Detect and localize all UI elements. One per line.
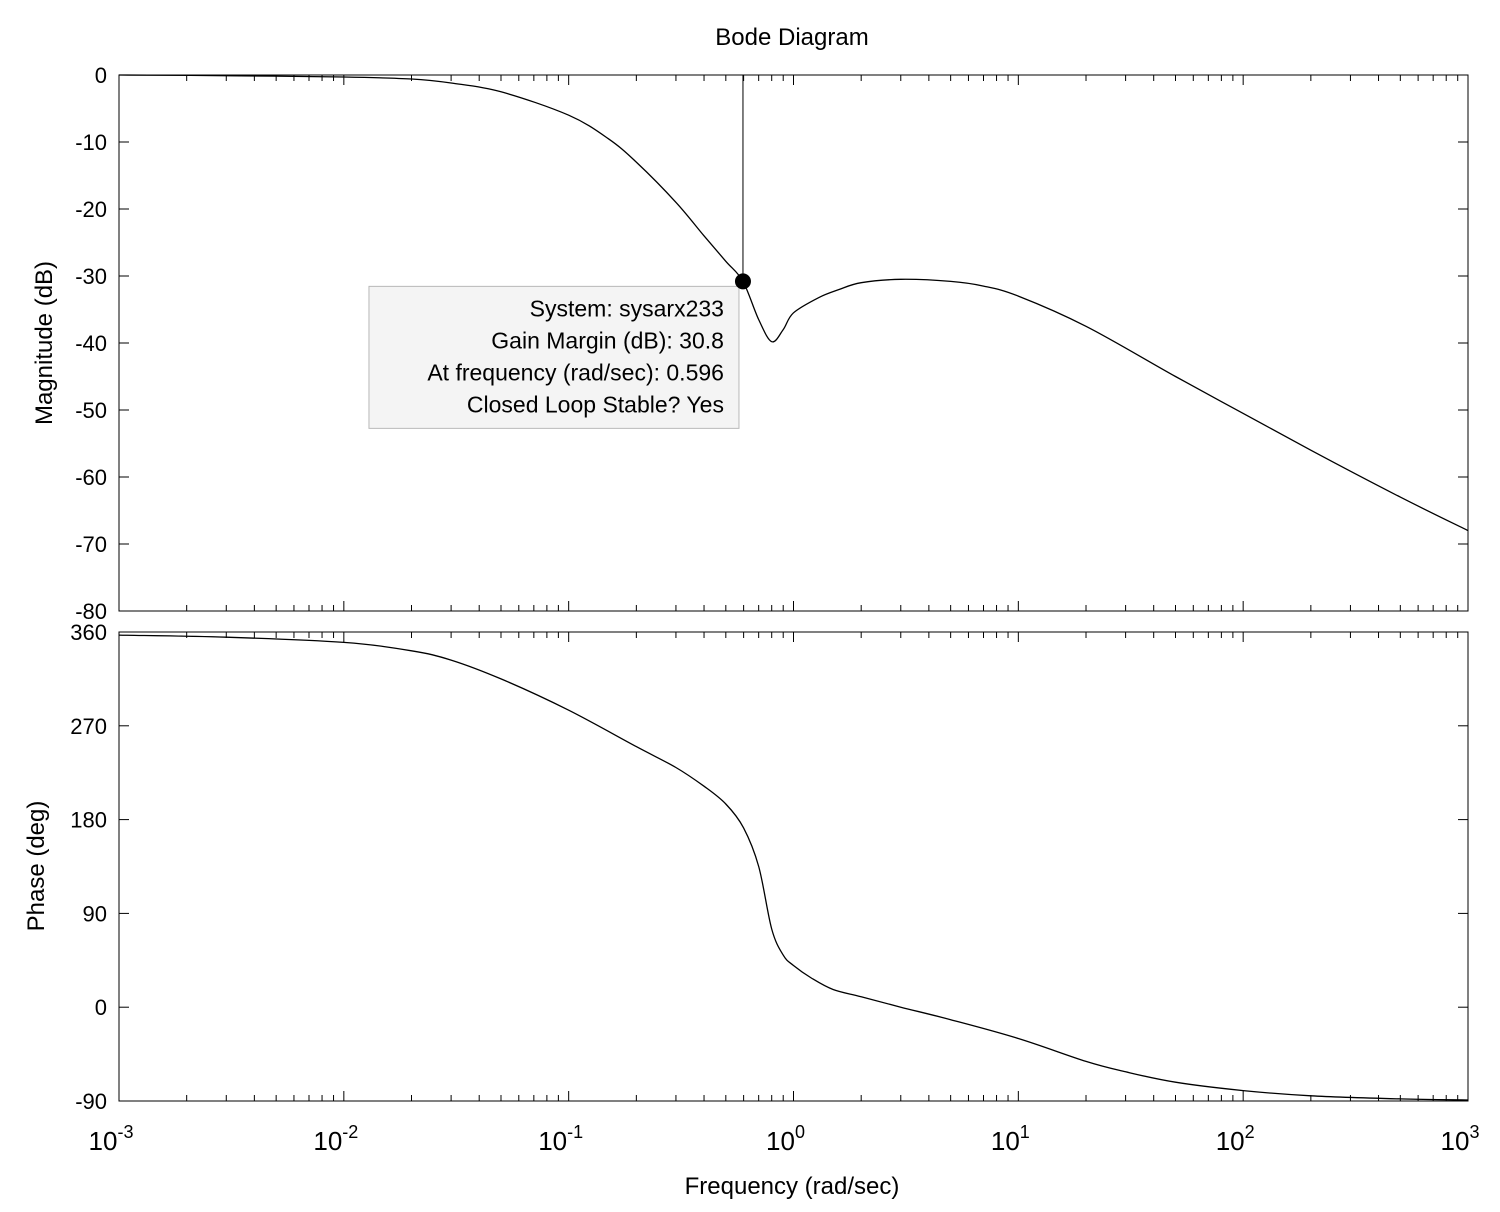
y-tick-label: -20: [75, 197, 107, 222]
y-tick-label: -10: [75, 130, 107, 155]
y-tick-label: 270: [70, 714, 107, 739]
datatip-line: Gain Margin (dB): 30.8: [491, 327, 724, 353]
y-tick-label: 0: [95, 995, 107, 1020]
magnitude-axes: [118, 74, 1469, 612]
x-tick-label-base: 10: [538, 1126, 567, 1156]
x-tick-label: 100: [766, 1122, 805, 1156]
tick-labels: 10-3 10-2 10-1 100 101 102 1030-10-20-30-40-50…: [70, 63, 1479, 1156]
x-tick-label-exponent: -2: [342, 1122, 358, 1142]
datatip-line: At frequency (rad/sec): 0.596: [427, 359, 724, 385]
phase-ylabel: Phase (deg): [23, 801, 50, 932]
x-axis-label: Frequency (rad/sec): [685, 1173, 900, 1200]
y-tick-label: -90: [75, 1089, 107, 1114]
y-tick-label: -40: [75, 331, 107, 356]
datatip-line: System: sysarx233: [530, 295, 724, 321]
x-tick-label-base: 10: [1216, 1126, 1245, 1156]
x-tick-label: 102: [1216, 1122, 1255, 1156]
x-tick-label-exponent: 1: [1020, 1122, 1030, 1142]
phase-axes: [118, 631, 1469, 1102]
datatip-box: [368, 285, 740, 429]
y-tick-label: 0: [95, 63, 107, 88]
x-tick-label-exponent: 3: [1469, 1122, 1479, 1142]
x-tick-label-exponent: -1: [567, 1122, 583, 1142]
x-tick-label-base: 10: [1441, 1126, 1470, 1156]
gain-margin-marker[interactable]: [734, 273, 751, 290]
phase-curve: [118, 634, 1469, 1101]
axis-ticks: [118, 74, 1468, 1102]
y-tick-label: -50: [75, 398, 107, 423]
x-tick-label: 10-3: [89, 1122, 134, 1156]
x-tick-label: 10-2: [313, 1122, 358, 1156]
x-tick-label: 101: [991, 1122, 1030, 1156]
gain-margin-annotation: System: sysarx233 Gain Margin (dB): 30.8 A…: [368, 75, 751, 429]
magnitude-ylabel: Magnitude (dB): [31, 261, 58, 425]
x-tick-label-exponent: 2: [1245, 1122, 1255, 1142]
x-tick-label-base: 10: [313, 1126, 342, 1156]
x-tick-label-base: 10: [766, 1126, 795, 1156]
chart-title: Bode Diagram: [715, 24, 868, 51]
x-tick-label-exponent: 0: [795, 1122, 805, 1142]
x-tick-label-exponent: -3: [117, 1122, 133, 1142]
y-tick-label: 90: [83, 901, 107, 926]
x-tick-label: 103: [1441, 1122, 1480, 1156]
datatip-line: Closed Loop Stable? Yes: [467, 391, 724, 417]
series-curves: [118, 74, 1469, 1101]
y-tick-label: -80: [75, 599, 107, 624]
x-tick-label: 10-1: [538, 1122, 583, 1156]
y-tick-label: -70: [75, 532, 107, 557]
x-tick-label-base: 10: [991, 1126, 1020, 1156]
magnitude-curve: [118, 74, 1469, 532]
y-tick-label: 180: [70, 808, 107, 833]
x-tick-label-base: 10: [89, 1126, 118, 1156]
y-tick-label: -60: [75, 465, 107, 490]
y-tick-label: -30: [75, 264, 107, 289]
y-tick-label: 360: [70, 620, 107, 645]
